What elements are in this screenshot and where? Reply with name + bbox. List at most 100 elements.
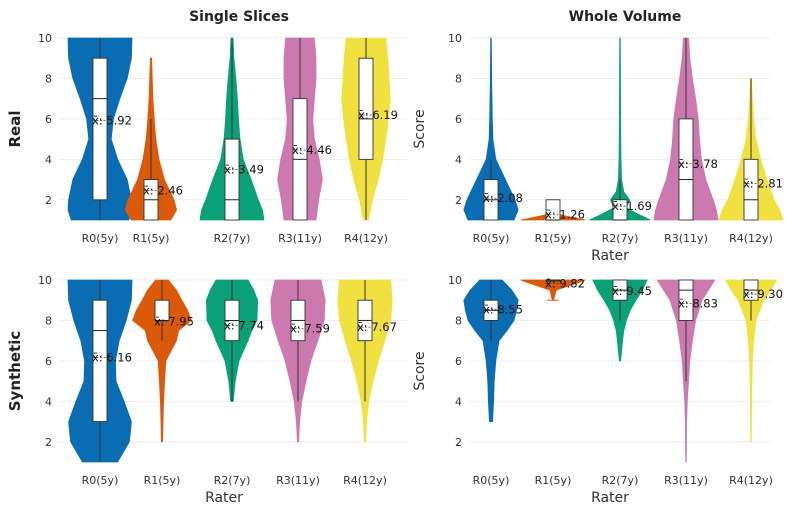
violin-r15y: x̄: 1.26 R1(5y) [520, 199, 586, 245]
mean-label: x̄: 2.46 [143, 183, 183, 197]
iqr-box [743, 158, 759, 221]
violin-r05y: x̄: 5.92 R0(5y) [67, 37, 133, 245]
y-tick-label: 6 [455, 113, 462, 126]
panel-real-single-slices: 2 4 6 8 10 x̄: 5.92 R0(5y) x̄: 2.46 R1(5y) x̄: 3.… [38, 32, 408, 245]
violin-r412y: x̄: 7.67 R4(12y) [337, 279, 397, 487]
y-tick-label: 4 [455, 153, 462, 166]
violin-r412y: x̄: 6.19 R4(12y) [341, 37, 398, 245]
y-tick-label: 6 [45, 355, 52, 368]
x-tick-label: R4(12y) [729, 232, 773, 245]
violin-r311y: x̄: 7.59 R3(11y) [270, 279, 330, 487]
violin-r05y: x̄: 6.16 R0(5y) [67, 279, 133, 487]
y-tick-label: 2 [45, 436, 52, 449]
x-tick-label: R0(5y) [82, 474, 119, 487]
y-tick-label: 8 [455, 314, 462, 327]
x-axis-label: Rater [591, 490, 629, 506]
violin-body [132, 279, 192, 443]
y-tick-label: 2 [455, 436, 462, 449]
violin-r27y: x̄: 3.49 R2(7y) [199, 37, 265, 245]
mean-label: x̄: 6.19 [358, 108, 398, 122]
x-tick-label: R2(7y) [214, 474, 251, 487]
x-tick-label: R3(11y) [664, 232, 708, 245]
mean-label: x̄: 5.92 [92, 114, 132, 128]
x-tick-label: R2(7y) [602, 474, 639, 487]
row-label-real: Real [6, 111, 24, 148]
x-tick-label: R1(5y) [535, 474, 572, 487]
mean-label: x̄: 9.45 [612, 284, 652, 298]
x-tick-label: R0(5y) [473, 474, 510, 487]
x-tick-label: R4(12y) [729, 474, 773, 487]
x-tick-label: R1(5y) [133, 232, 170, 245]
x-tick-label: R2(7y) [214, 232, 251, 245]
violin-body [463, 279, 519, 423]
mean-label: x̄: 8.83 [678, 297, 718, 311]
x-axis-label: Rater [591, 248, 629, 264]
mean-label: x̄: 1.26 [545, 208, 585, 222]
y-tick-label: 6 [455, 355, 462, 368]
violin-body [725, 279, 777, 443]
mean-label: x̄: 8.55 [483, 302, 523, 316]
violin-r05y: x̄: 2.08 R0(5y) [463, 37, 523, 245]
mean-label: x̄: 3.49 [224, 163, 264, 177]
mean-label: x̄: 6.16 [92, 351, 132, 365]
x-axis-label: Rater [205, 490, 243, 506]
x-tick-label: R3(11y) [276, 474, 320, 487]
y-axis-label: Score [412, 351, 428, 390]
violin-body [592, 279, 648, 362]
violin-r15y: x̄: 9.82 R1(5y) [520, 277, 586, 487]
x-tick-label: R1(5y) [535, 232, 572, 245]
violin-r311y: x̄: 8.83 R3(11y) [656, 279, 718, 487]
mean-label: x̄: 2.08 [483, 191, 523, 205]
column-title-1: Single Slices [189, 9, 289, 25]
violin-r05y: x̄: 8.55 R0(5y) [463, 279, 523, 487]
panel-synthetic-whole-volume: 2 4 6 8 10 Rater Score x̄: 8.55 R0(5y) x̄: 9.82 R1… [412, 274, 783, 506]
violin-body [589, 37, 651, 221]
x-tick-label: R3(11y) [664, 474, 708, 487]
y-tick-label: 8 [455, 72, 462, 85]
mean-label: x̄: 7.67 [357, 320, 397, 334]
mean-label: x̄: 1.69 [612, 199, 652, 213]
panel-real-whole-volume: 2 4 6 8 10 Rater Score x̄: 2.08 R0(5y) x̄: 1.26 R1… [412, 32, 784, 264]
iqr-box [358, 57, 374, 160]
x-tick-label: R3(11y) [278, 232, 322, 245]
violin-r27y: x̄: 7.74 R2(7y) [205, 279, 264, 487]
violin-body [463, 37, 519, 221]
violin-r15y: x̄: 2.46 R1(5y) [125, 57, 183, 245]
y-tick-label: 4 [455, 395, 462, 408]
y-axis-label: Score [412, 109, 428, 148]
violin-r27y: x̄: 9.45 R2(7y) [592, 279, 652, 487]
x-tick-label: R2(7y) [602, 232, 639, 245]
mean-label: x̄: 2.81 [743, 176, 783, 190]
y-tick-label: 10 [38, 274, 52, 287]
violin-r27y: x̄: 1.69 R2(7y) [589, 37, 652, 245]
row-label-synthetic: Synthetic [6, 331, 24, 412]
mean-label: x̄: 3.78 [678, 157, 718, 171]
x-tick-label: R1(5y) [144, 474, 181, 487]
y-tick-label: 10 [448, 32, 462, 45]
x-tick-label: R0(5y) [473, 232, 510, 245]
violin-r15y: x̄: 7.95 R1(5y) [132, 279, 194, 487]
mean-label: x̄: 9.30 [743, 287, 783, 301]
iqr-box [92, 57, 108, 201]
y-tick-label: 10 [448, 274, 462, 287]
mean-label: x̄: 9.82 [545, 277, 585, 291]
y-tick-label: 8 [45, 72, 52, 85]
x-tick-label: R4(12y) [343, 474, 387, 487]
violin-r311y: x̄: 4.46 R3(11y) [277, 37, 332, 245]
y-tick-label: 2 [455, 194, 462, 207]
violin-r412y: x̄: 2.81 R4(12y) [718, 78, 784, 245]
iqr-box [678, 118, 694, 221]
y-tick-label: 8 [45, 314, 52, 327]
violin-r412y: x̄: 9.30 R4(12y) [725, 279, 783, 487]
y-tick-label: 4 [45, 153, 52, 166]
y-tick-label: 6 [45, 113, 52, 126]
y-tick-label: 4 [45, 395, 52, 408]
column-title-2: Whole Volume [569, 9, 682, 25]
mean-label: x̄: 7.74 [224, 319, 264, 333]
mean-label: x̄: 7.59 [290, 322, 330, 336]
mean-label: x̄: 7.95 [154, 314, 194, 328]
y-tick-label: 2 [45, 194, 52, 207]
mean-label: x̄: 4.46 [292, 143, 332, 157]
